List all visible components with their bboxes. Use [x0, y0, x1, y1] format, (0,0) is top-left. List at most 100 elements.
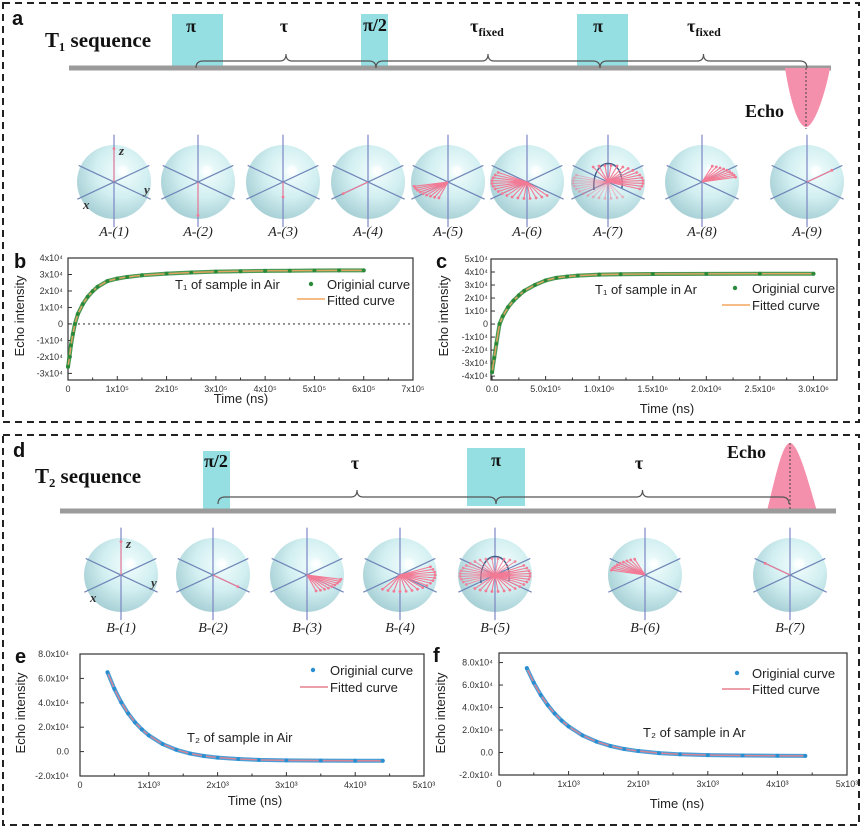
spin-vector-head — [572, 184, 576, 188]
y-tick-label: 3x10⁴ — [40, 269, 64, 279]
delay-label-tau-fixed-2: τfixed — [687, 16, 721, 39]
bloch-sphere-label: A-(1) — [98, 225, 129, 240]
spin-vector-head — [333, 583, 337, 587]
spin-vector-head — [638, 187, 642, 191]
t2-sequence-diagram: d T₂ sequence π/2 π τ τ Echo z x y B-(1) B-(… — [13, 440, 836, 636]
spin-vector-head — [326, 586, 330, 590]
x-tick-label: 6x10⁵ — [352, 384, 376, 394]
spin-vector-head — [416, 587, 419, 591]
data-point — [511, 298, 516, 303]
spin-vector — [494, 574, 511, 591]
spin-vector-head — [490, 557, 494, 560]
x-tick-label: 1.5x10⁶ — [637, 384, 668, 394]
data-point — [213, 269, 218, 274]
spin-vector-head — [635, 171, 639, 174]
data-point — [238, 269, 243, 274]
spin-vector-head — [609, 164, 613, 167]
bloch-sphere: B-(5) — [458, 527, 532, 636]
bloch-sphere: A-(8) — [665, 134, 739, 240]
t2-sequence-title: T₂ sequence — [35, 464, 141, 488]
spin-vector-head — [615, 196, 619, 200]
spin-vector-head — [516, 196, 520, 200]
spin-vector — [474, 561, 496, 576]
sphere-highlight — [529, 164, 543, 178]
spin-vector — [572, 181, 609, 184]
y-tick-label: 0 — [483, 319, 488, 329]
spin-vector-head — [464, 564, 468, 567]
data-point — [636, 749, 641, 754]
spin-vector — [399, 574, 413, 591]
y-tick-label: 2.0x10⁴ — [462, 725, 493, 735]
y-tick-label: 4.0x10⁴ — [38, 698, 69, 708]
data-point — [531, 680, 536, 685]
data-point — [506, 305, 511, 310]
y-axis-line — [78, 164, 151, 200]
y-tick-label: 6.0x10⁴ — [462, 680, 493, 690]
data-point — [72, 321, 77, 326]
plot-frame — [490, 258, 838, 381]
spin-vector-head — [112, 147, 116, 151]
legend-marker-original — [734, 670, 740, 676]
y-axis-title: Echo intensity — [433, 672, 448, 753]
sphere-highlight — [200, 164, 214, 178]
pulse-label-pi-half: π/2 — [204, 451, 228, 471]
spin-vector-head — [410, 589, 414, 592]
spin-vector-head — [730, 172, 734, 175]
delay-bracket-tau-fixed-2 — [599, 53, 808, 69]
spin-vector-head — [459, 569, 463, 573]
spin-vector-head — [518, 585, 522, 589]
spin-vector-head — [574, 187, 578, 191]
spin-vector — [587, 181, 609, 196]
data-point — [597, 272, 602, 277]
legend-label-fitted: Fitted curve — [330, 680, 398, 695]
spin-vector-head — [314, 589, 318, 593]
chart-f: f 0 1x10³ 2x10³ 3x10³ 4x10³ 5x10³ 8.0x10⁴ 6.0x10… — [433, 645, 858, 811]
y-tick-label: 0.0 — [480, 748, 493, 758]
delay-symbol: τ — [470, 16, 479, 36]
bloch-sphere: A-(6) — [490, 134, 564, 240]
charts: b 0 1x10⁵ 2x10⁵ 3x10⁵ 4x10⁵ 5x10⁵ 6x10⁵ 7x10⁵ 4x1… — [12, 251, 858, 811]
spin-vector — [494, 559, 511, 576]
pulse-pi-half — [203, 451, 230, 511]
spin-vector-head — [830, 168, 834, 172]
spin-vector-head — [522, 583, 526, 586]
sphere-highlight — [370, 164, 384, 178]
data-point — [67, 354, 72, 359]
data-point — [68, 343, 73, 348]
spin-vector — [501, 181, 528, 195]
data-point — [811, 271, 816, 276]
data-point — [803, 753, 808, 758]
data-point — [757, 271, 762, 276]
axis-label-z: z — [125, 536, 132, 551]
spin-vector-head — [714, 165, 718, 169]
spin-vector-head — [534, 196, 538, 200]
data-point — [174, 747, 179, 752]
spin-vector-head — [433, 573, 437, 577]
x-tick-label: 1x10⁵ — [106, 384, 130, 394]
x-tick-label: 3x10³ — [697, 779, 720, 789]
pulse-pi — [467, 448, 525, 506]
spin-vector — [494, 565, 524, 576]
spin-vector-head — [540, 195, 544, 199]
chart-annotation: T₁ of sample in Ar — [595, 282, 698, 297]
data-point — [361, 268, 366, 273]
t1-sequence-diagram: a T₁ sequence π π/2 π τ τfixed τfixed Ec… — [12, 8, 844, 240]
spin-vector — [526, 181, 537, 199]
data-point — [95, 284, 100, 289]
data-point — [201, 753, 206, 758]
legend-marker-original — [308, 281, 314, 287]
spin-vector-head — [459, 577, 463, 581]
x-tick-label: 3x10⁵ — [204, 384, 228, 394]
spin-vector — [485, 574, 496, 592]
spin-vector — [494, 558, 499, 576]
y-axis-line — [85, 557, 158, 593]
x-tick-label: 4x10³ — [766, 779, 789, 789]
spin-vector-head — [597, 196, 601, 200]
time-axis-baseline — [60, 508, 836, 514]
spin-vector — [430, 181, 449, 197]
delay-symbol: τ — [351, 453, 360, 473]
x-tick-label: 2x10³ — [627, 779, 650, 789]
spin-vector — [701, 165, 713, 183]
